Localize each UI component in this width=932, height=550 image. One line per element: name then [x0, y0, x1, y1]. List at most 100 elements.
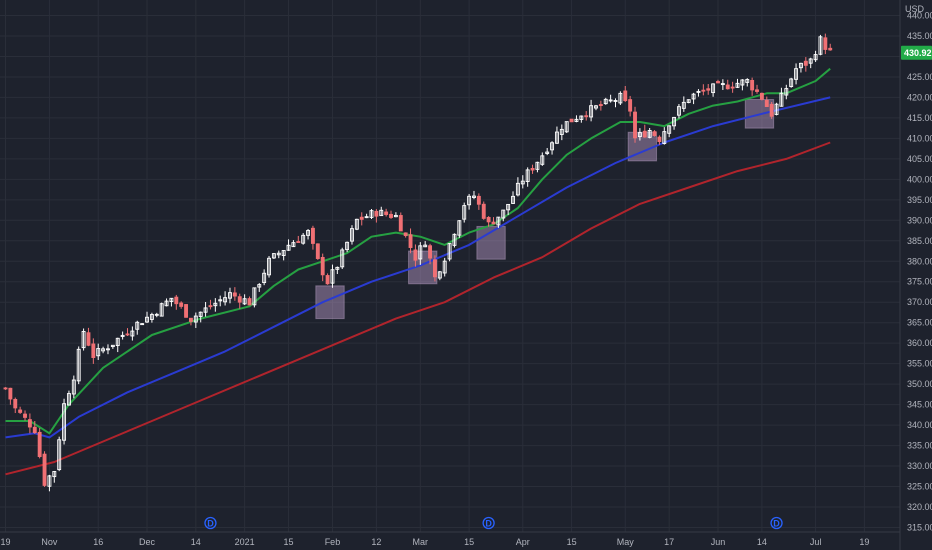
dividend-icon[interactable]: D — [482, 516, 495, 530]
y-tick-label: 330.00 — [907, 461, 932, 471]
x-tick-label: Dec — [139, 537, 156, 547]
candle — [716, 79, 720, 84]
candle — [437, 270, 442, 281]
candle — [257, 283, 262, 292]
candle — [525, 167, 530, 187]
candle — [320, 253, 325, 282]
current-price-text: 430.92 — [904, 48, 932, 58]
y-tick-label: 420.00 — [907, 92, 932, 102]
candle — [96, 343, 101, 360]
y-tick-label: 335.00 — [907, 441, 932, 451]
candle — [164, 298, 169, 307]
candle — [252, 287, 257, 308]
candle — [413, 244, 418, 267]
x-tick-label: 17 — [664, 537, 674, 547]
candle — [828, 43, 833, 51]
candle — [86, 327, 91, 347]
currency-label: USD — [905, 4, 925, 14]
y-tick-label: 375.00 — [907, 277, 932, 287]
highlight-box — [315, 285, 345, 320]
candle — [457, 220, 462, 238]
svg-text:D: D — [773, 519, 780, 529]
candle — [242, 294, 247, 305]
candle — [27, 413, 32, 434]
candle — [267, 256, 271, 278]
candle — [188, 317, 193, 326]
candle — [706, 84, 711, 95]
candle — [701, 84, 706, 96]
candle — [633, 106, 637, 143]
y-tick-label: 435.00 — [907, 31, 932, 41]
candle — [135, 320, 140, 335]
x-tick-label: Jul — [810, 537, 822, 547]
candle — [389, 210, 393, 219]
y-tick-label: 380.00 — [907, 256, 932, 266]
y-tick-label: 415.00 — [907, 113, 932, 123]
x-tick-label: 15 — [464, 537, 474, 547]
x-tick-label: 14 — [757, 537, 767, 547]
candle — [354, 218, 359, 231]
candle — [559, 124, 564, 141]
candle — [174, 294, 179, 310]
current-price-badge — [901, 45, 932, 60]
ma-line-1 — [5, 67, 831, 435]
current-price-label: 430.92 — [901, 45, 932, 60]
candle — [115, 337, 120, 353]
candle — [476, 193, 481, 210]
candle — [384, 208, 389, 217]
y-tick-label: 405.00 — [907, 154, 932, 164]
candle — [813, 50, 818, 62]
candle — [340, 247, 345, 270]
candle — [789, 77, 794, 88]
candle — [296, 235, 301, 243]
candle — [642, 124, 647, 138]
candle — [676, 103, 681, 119]
candle — [598, 100, 603, 111]
candle — [208, 299, 213, 310]
candle — [550, 141, 555, 155]
candle — [262, 269, 267, 286]
candle — [486, 216, 491, 227]
candle — [325, 273, 330, 285]
candle — [330, 264, 335, 288]
candle — [691, 92, 696, 105]
candle — [169, 297, 174, 307]
candle — [91, 338, 96, 364]
candle — [291, 240, 296, 248]
y-axis[interactable]: USD 440.00435.00430.00425.00420.00415.00… — [905, 4, 932, 533]
candle — [496, 216, 501, 228]
candle — [408, 228, 413, 254]
candle — [423, 241, 428, 248]
candle — [310, 225, 315, 250]
y-tick-label: 345.00 — [907, 400, 932, 410]
y-tick-label: 425.00 — [907, 72, 932, 82]
dividend-icon[interactable]: D — [770, 516, 783, 530]
candle — [711, 83, 716, 97]
candle — [603, 97, 608, 105]
candle — [428, 243, 433, 265]
candle — [213, 298, 218, 312]
candle — [42, 451, 47, 487]
candle — [491, 217, 496, 225]
candle — [759, 92, 764, 101]
candle — [3, 387, 8, 390]
candle — [62, 398, 67, 445]
candle — [232, 287, 237, 301]
ma-line-3 — [5, 141, 831, 476]
x-axis[interactable]: 19 Nov 16 Dec 14 2021 15 Feb 12 Mar 15 Apr 15 May 17 Ju… — [0, 537, 869, 547]
candle — [403, 232, 408, 238]
x-tick-label: 16 — [93, 537, 103, 547]
dividend-icon[interactable]: D — [204, 516, 217, 530]
candle — [472, 190, 476, 200]
candle — [535, 161, 540, 173]
candle — [530, 164, 535, 174]
candle — [501, 209, 506, 222]
candle — [823, 33, 828, 55]
candle — [76, 346, 81, 385]
candle — [745, 78, 750, 87]
candle — [198, 311, 203, 323]
candle — [154, 312, 159, 318]
candle — [52, 470, 57, 483]
